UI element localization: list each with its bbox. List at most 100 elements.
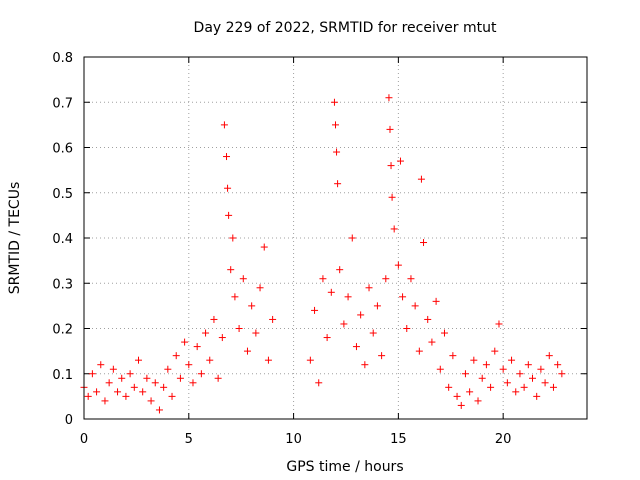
data-point [323, 334, 331, 342]
data-point [181, 338, 189, 346]
data-point [508, 356, 516, 364]
data-point [164, 365, 172, 373]
data-point [394, 261, 402, 269]
data-point [235, 325, 243, 332]
data-point [130, 383, 138, 391]
data-point [227, 266, 235, 274]
plot-frame [83, 56, 588, 420]
y-axis-label: SRMTID / TECUs [7, 182, 23, 295]
data-point [512, 388, 520, 396]
data-point [554, 361, 562, 369]
data-point [407, 275, 415, 283]
y-tick-label: 0.6 [52, 142, 73, 157]
y-tick-label: 0.2 [52, 323, 73, 338]
data-point [97, 361, 105, 369]
data-point [445, 383, 453, 391]
data-point [482, 361, 490, 369]
data-point [524, 361, 532, 369]
axis-ticks: 0 0.1 0.2 0.3 0.4 0.5 0.6 0.7 0.8 0 5 10 15 20 [52, 51, 587, 447]
data-points [80, 94, 566, 414]
data-point [332, 121, 339, 129]
data-point [147, 397, 155, 405]
data-point [386, 125, 394, 133]
data-point [533, 392, 541, 400]
data-point [424, 315, 432, 323]
data-point [357, 311, 365, 319]
data-point [172, 352, 180, 360]
x-axis-label: GPS time / hours [286, 459, 403, 475]
data-point [529, 374, 537, 382]
data-point [330, 98, 338, 106]
data-point [549, 383, 557, 391]
data-point [189, 379, 197, 387]
data-point [105, 379, 113, 387]
x-tick-label: 15 [390, 432, 407, 447]
data-point [420, 239, 428, 247]
data-point [109, 365, 117, 373]
data-point [134, 356, 142, 364]
data-point [365, 284, 373, 292]
data-point [491, 347, 499, 355]
data-point [470, 356, 478, 364]
data-point [229, 234, 237, 242]
data-point [214, 374, 222, 382]
data-point [399, 293, 407, 301]
x-tick-label: 5 [185, 432, 193, 447]
data-point [176, 374, 184, 382]
data-point [231, 293, 239, 301]
data-point [185, 361, 193, 369]
data-point [378, 352, 386, 360]
grid [84, 57, 587, 419]
data-point [220, 121, 228, 129]
data-point [114, 388, 122, 396]
y-tick-label: 0.8 [52, 51, 73, 66]
data-point [315, 379, 323, 387]
data-point [373, 302, 381, 310]
data-point [225, 211, 233, 219]
y-tick-label: 0.7 [52, 96, 73, 111]
data-point [139, 388, 147, 396]
data-point [101, 397, 109, 405]
chart-title: Day 229 of 2022, SRMTID for receiver mtu… [194, 20, 497, 36]
data-point [440, 329, 448, 337]
data-point [336, 266, 344, 274]
data-point [264, 356, 272, 364]
data-point [396, 157, 404, 165]
data-point [545, 352, 553, 360]
y-tick-label: 0.1 [52, 368, 73, 383]
data-point [487, 383, 495, 391]
data-point [239, 275, 247, 283]
data-point [168, 392, 176, 400]
data-point [334, 180, 342, 188]
data-point [352, 343, 360, 351]
data-point [143, 374, 151, 382]
data-point [499, 365, 507, 373]
data-point [223, 153, 231, 161]
data-point [348, 234, 356, 242]
data-point [126, 370, 134, 378]
data-point [218, 334, 226, 342]
data-point [202, 329, 210, 337]
data-point [461, 370, 469, 378]
data-point [256, 284, 264, 292]
data-point [436, 365, 444, 373]
data-point [155, 406, 163, 414]
y-tick-label: 0.3 [52, 277, 73, 292]
data-point [369, 329, 377, 337]
data-point [558, 370, 566, 378]
x-tick-label: 0 [80, 432, 88, 447]
data-point [478, 374, 486, 382]
data-point [403, 325, 411, 332]
data-point [382, 275, 390, 283]
data-point [432, 297, 440, 305]
data-point [269, 315, 277, 323]
data-point [224, 184, 232, 192]
y-tick-label: 0.5 [52, 187, 73, 202]
data-point [193, 343, 201, 351]
data-point [520, 383, 528, 391]
data-point [306, 356, 314, 364]
data-point [333, 148, 341, 156]
data-point [516, 370, 524, 378]
data-point [340, 320, 348, 328]
